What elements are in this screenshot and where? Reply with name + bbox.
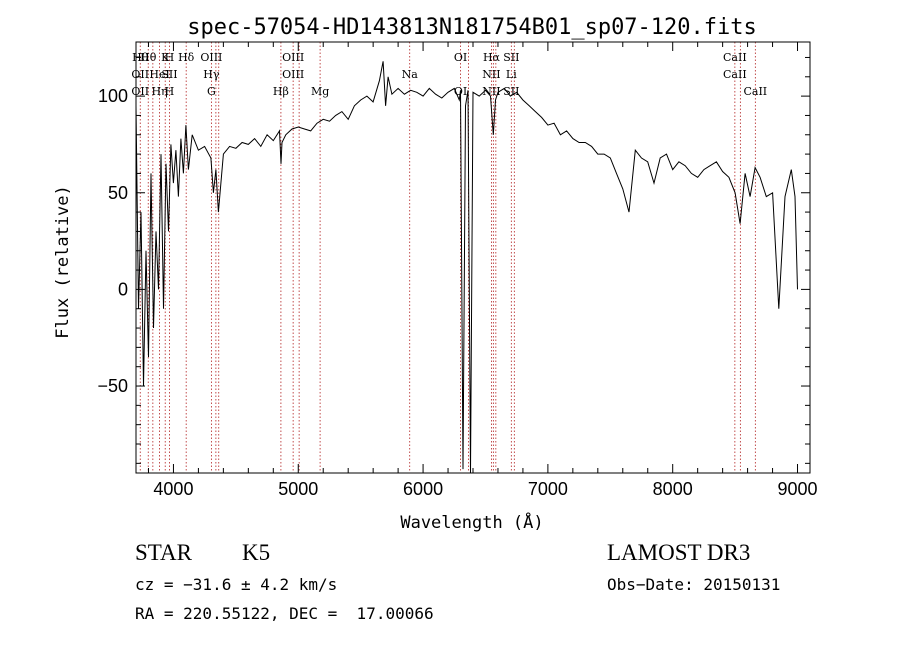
line-label: H xyxy=(165,51,175,64)
survey-name: LAMOST DR3 xyxy=(607,540,751,565)
line-label: NII xyxy=(482,68,500,81)
line-label: Li xyxy=(506,68,517,81)
x-axis: 4000 5000 6000 7000 8000 9000 xyxy=(147,42,818,499)
line-label: G xyxy=(207,85,216,98)
line-label: Mg xyxy=(311,85,329,98)
line-label: H xyxy=(165,85,175,98)
line-label: OIII xyxy=(282,51,304,64)
redshift-velocity: cz = −31.6 ± 4.2 km/s xyxy=(135,575,338,594)
line-label: NII xyxy=(482,85,500,98)
line-label: Na xyxy=(402,68,419,81)
line-label: Hα xyxy=(483,51,501,64)
line-label: CaII xyxy=(743,85,767,98)
line-label: HeI xyxy=(149,68,169,81)
y-tick-label: 50 xyxy=(108,183,128,203)
y-axis-label: Flux (relative) xyxy=(53,185,73,339)
line-label: Hγ xyxy=(203,68,220,81)
observation-date: Obs−Date: 20150131 xyxy=(607,575,781,594)
x-tick-label: 5000 xyxy=(278,479,318,499)
line-label: K xyxy=(161,51,170,64)
line-label: Hδ xyxy=(178,51,195,64)
line-label: OIII xyxy=(282,68,304,81)
line-label: OI xyxy=(454,51,467,64)
line-label: OIII xyxy=(200,51,222,64)
x-tick-label: 4000 xyxy=(153,479,193,499)
line-label: CaII xyxy=(723,51,747,64)
x-tick-label: 7000 xyxy=(528,479,568,499)
line-label: Hθ xyxy=(140,51,157,64)
y-tick-label: 100 xyxy=(98,86,128,106)
y-tick-label: −50 xyxy=(97,376,128,396)
spectrum-line xyxy=(135,61,798,474)
line-label: Hβ xyxy=(273,85,289,98)
y-axis: −50 0 50 100 xyxy=(97,56,810,464)
x-tick-label: 8000 xyxy=(653,479,693,499)
x-tick-label: 6000 xyxy=(403,479,443,499)
y-tick-label: 0 xyxy=(118,279,128,299)
object-class: STAR xyxy=(135,540,192,565)
line-label: SII xyxy=(161,68,177,81)
line-label: Hη xyxy=(151,85,167,98)
line-label: SII xyxy=(503,51,519,64)
chart-title: spec-57054-HD143813N181754B01_sp07-120.f… xyxy=(187,15,757,40)
x-axis-label: Wavelength (Å) xyxy=(400,511,543,533)
object-subclass: K5 xyxy=(242,540,271,565)
x-tick-label: 9000 xyxy=(777,479,817,499)
line-label: SII xyxy=(503,85,519,98)
sky-coordinates: RA = 220.55122, DEC = 17.00066 xyxy=(135,604,434,623)
spectral-line-markers xyxy=(139,42,756,473)
line-label: CaII xyxy=(723,68,747,81)
line-label: OII xyxy=(131,68,149,81)
